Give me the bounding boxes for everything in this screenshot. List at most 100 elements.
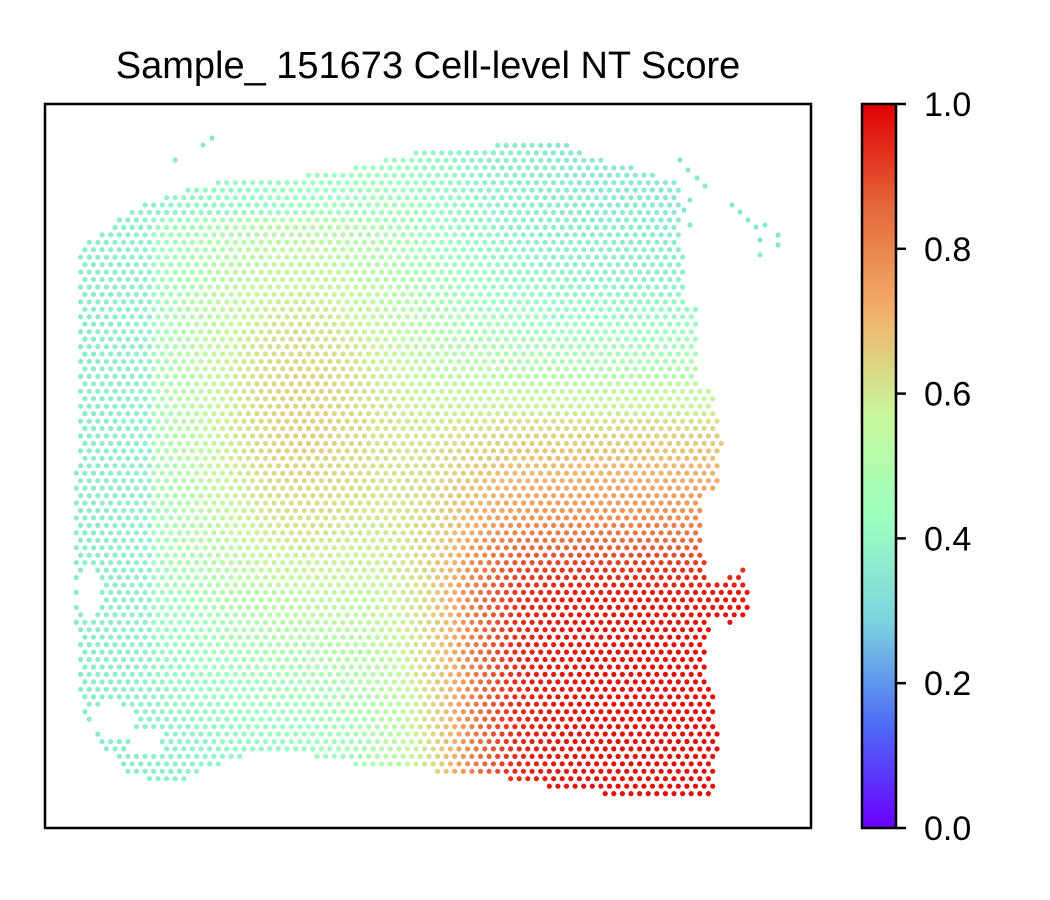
spot xyxy=(404,418,410,424)
spot xyxy=(456,552,462,558)
spot xyxy=(121,567,127,573)
spot xyxy=(267,373,273,379)
spot xyxy=(546,291,552,297)
spot xyxy=(121,448,127,454)
spot xyxy=(585,299,591,305)
spot xyxy=(538,664,544,670)
spot xyxy=(490,165,496,171)
spot xyxy=(202,276,208,283)
spot xyxy=(637,284,643,290)
spot xyxy=(142,664,148,670)
spot xyxy=(563,455,570,461)
spot xyxy=(701,560,707,566)
spot xyxy=(452,306,458,312)
spot xyxy=(409,336,415,342)
spot xyxy=(284,597,290,603)
spot xyxy=(129,373,135,379)
spot xyxy=(551,165,557,171)
spot xyxy=(499,254,505,260)
spot xyxy=(486,336,492,342)
spot xyxy=(452,530,458,536)
spot xyxy=(594,388,600,394)
spot xyxy=(430,493,436,499)
spot xyxy=(525,403,531,409)
spot xyxy=(370,269,376,275)
spot xyxy=(374,589,380,596)
spot xyxy=(142,515,148,521)
spot xyxy=(245,276,251,283)
spot xyxy=(275,448,281,454)
spot xyxy=(490,254,496,260)
spot xyxy=(619,344,626,350)
spot xyxy=(512,545,518,551)
spot xyxy=(267,358,273,365)
spot xyxy=(641,574,647,581)
spot xyxy=(645,567,651,573)
spot xyxy=(181,537,187,543)
spot xyxy=(103,269,109,275)
spot xyxy=(194,396,200,402)
spot xyxy=(219,381,226,387)
spot xyxy=(628,612,634,618)
spot xyxy=(495,366,501,372)
spot xyxy=(232,463,238,469)
spot xyxy=(434,470,441,476)
spot xyxy=(460,485,466,491)
spot xyxy=(168,664,174,670)
spot xyxy=(155,239,161,245)
spot xyxy=(383,679,389,685)
spot xyxy=(637,209,643,216)
spot xyxy=(293,433,299,439)
spot xyxy=(112,344,118,350)
spot xyxy=(361,642,367,648)
spot xyxy=(288,366,294,372)
spot xyxy=(353,567,359,573)
spot xyxy=(443,649,449,655)
spot xyxy=(237,485,243,491)
spot xyxy=(710,411,716,417)
spot xyxy=(598,530,604,536)
spot xyxy=(400,157,406,163)
spot xyxy=(348,470,355,476)
spot xyxy=(589,321,595,327)
spot xyxy=(293,284,299,290)
spot xyxy=(219,664,226,670)
spot xyxy=(482,180,488,186)
spot xyxy=(176,351,183,357)
spot xyxy=(671,254,677,260)
spot xyxy=(538,574,544,581)
spot xyxy=(275,284,281,290)
spot xyxy=(417,232,423,238)
spot xyxy=(452,425,458,432)
spot xyxy=(619,224,626,230)
spot xyxy=(525,433,531,439)
spot xyxy=(301,269,307,275)
spot xyxy=(336,209,342,216)
spot xyxy=(211,500,217,506)
spot xyxy=(284,656,290,663)
spot xyxy=(370,344,376,350)
spot xyxy=(546,589,552,596)
spot xyxy=(331,530,337,536)
spot xyxy=(443,366,449,372)
spot xyxy=(224,314,230,320)
spot xyxy=(426,425,432,432)
spot xyxy=(688,537,694,543)
spot xyxy=(469,500,475,506)
spot xyxy=(482,254,488,260)
spot xyxy=(417,351,423,357)
spot xyxy=(133,619,140,625)
spot xyxy=(516,552,522,558)
spot xyxy=(164,284,170,290)
spot xyxy=(525,195,531,201)
spot xyxy=(258,373,264,379)
spot xyxy=(159,411,165,417)
spot xyxy=(576,195,583,201)
spot xyxy=(305,187,312,193)
spot xyxy=(641,530,647,536)
spot xyxy=(254,247,260,253)
spot xyxy=(387,597,393,603)
spot xyxy=(215,507,221,514)
spot xyxy=(551,358,557,365)
spot xyxy=(443,455,449,461)
